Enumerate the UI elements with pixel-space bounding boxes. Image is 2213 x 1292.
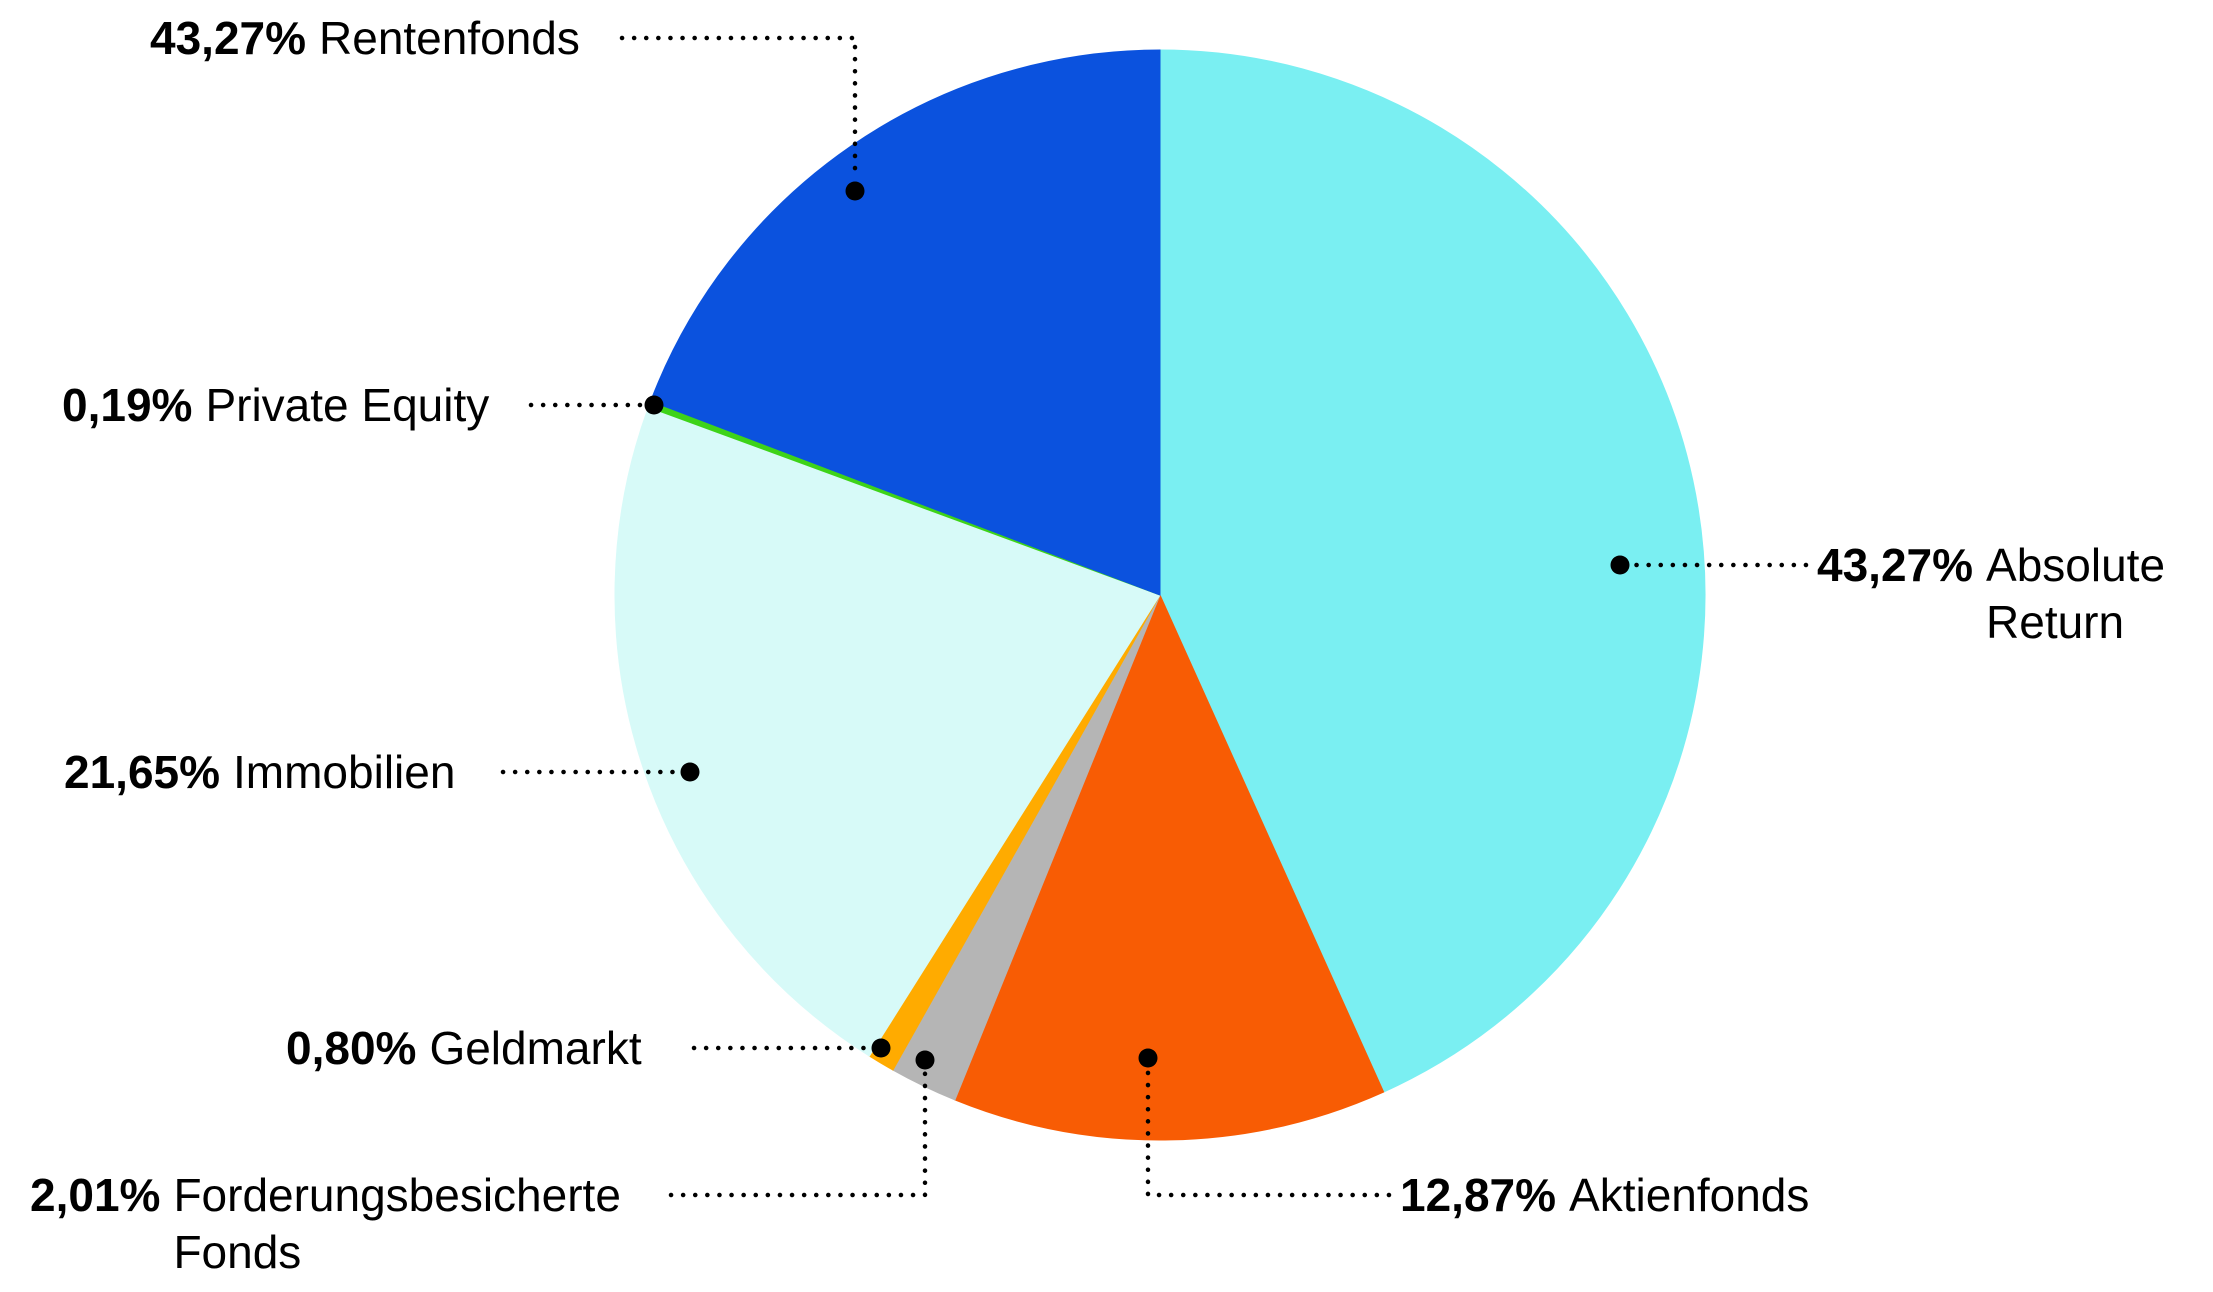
label-rentenfonds-name: Rentenfonds bbox=[319, 12, 580, 64]
label-rentenfonds-percent: 43,27% bbox=[150, 12, 307, 64]
pie-slice-immobilien bbox=[614, 406, 1161, 1057]
label-absolute-return: 43,27% Absolute Return bbox=[1817, 537, 2191, 651]
leader-dot bbox=[1610, 555, 1630, 575]
label-forderungsbesicherte-fonds: 2,01% Forderungsbesicherte Fonds bbox=[30, 1167, 673, 1281]
label-aktienfonds-percent: 12,87% bbox=[1400, 1169, 1557, 1221]
pie-slice-aktienfonds bbox=[954, 593, 1385, 1141]
label-private-equity-percent: 0,19% bbox=[62, 379, 193, 431]
leader-dot bbox=[871, 1038, 891, 1058]
label-immobilien: 21,65% Immobilien bbox=[64, 744, 455, 801]
label-geldmarkt: 0,80% Geldmarkt bbox=[286, 1020, 642, 1077]
leader-dot bbox=[915, 1050, 935, 1070]
label-forderungsbesicherte-percent: 2,01% bbox=[30, 1169, 161, 1221]
pie-slice-absolute-return bbox=[1159, 49, 1706, 1093]
label-aktienfonds: 12,87% Aktienfonds bbox=[1400, 1167, 1809, 1224]
label-private-equity: 0,19% Private Equity bbox=[62, 377, 489, 434]
leader-line bbox=[668, 1070, 928, 1198]
label-immobilien-name: Immobilien bbox=[233, 746, 456, 798]
label-absolute-return-name: Absolute Return bbox=[1986, 539, 2166, 648]
leader-dot bbox=[845, 181, 865, 201]
leader-dot bbox=[1138, 1048, 1158, 1068]
label-forderungsbesicherte-name: Forderungsbesicherte Fonds bbox=[173, 1169, 621, 1278]
leader-line bbox=[1145, 1068, 1392, 1198]
leader-dot bbox=[680, 762, 700, 782]
leader-dot bbox=[644, 395, 664, 415]
pie-slice-rentenfonds bbox=[650, 49, 1161, 596]
label-absolute-return-percent: 43,27% bbox=[1817, 539, 1974, 591]
label-geldmarkt-name: Geldmarkt bbox=[429, 1022, 642, 1074]
label-private-equity-name: Private Equity bbox=[205, 379, 490, 431]
label-immobilien-percent: 21,65% bbox=[64, 746, 221, 798]
leader-line bbox=[619, 35, 858, 182]
label-geldmarkt-percent: 0,80% bbox=[286, 1022, 417, 1074]
label-rentenfonds: 43,27% Rentenfonds bbox=[150, 10, 580, 67]
label-aktienfonds-name: Aktienfonds bbox=[1569, 1169, 1810, 1221]
